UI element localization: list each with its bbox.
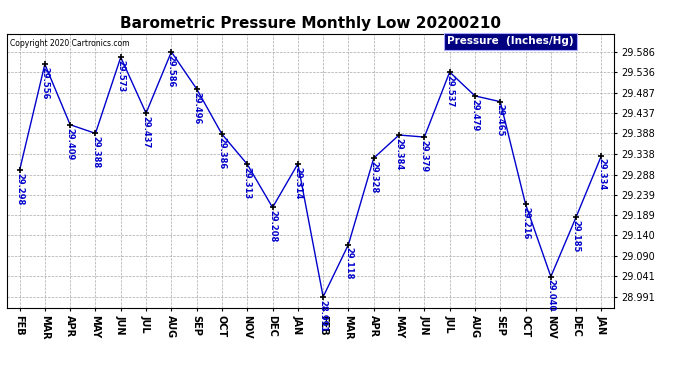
Text: 29.409: 29.409 <box>66 128 75 160</box>
Text: 29.437: 29.437 <box>141 116 150 148</box>
Text: 29.384: 29.384 <box>395 138 404 170</box>
Text: 29.388: 29.388 <box>91 136 100 168</box>
Text: Pressure  (Inches/Hg): Pressure (Inches/Hg) <box>447 36 574 46</box>
Text: 29.479: 29.479 <box>471 99 480 131</box>
Text: 28.991: 28.991 <box>319 300 328 332</box>
Text: 29.556: 29.556 <box>40 67 50 99</box>
Text: 29.386: 29.386 <box>217 137 226 169</box>
Text: 29.314: 29.314 <box>293 166 302 199</box>
Title: Barometric Pressure Monthly Low 20200210: Barometric Pressure Monthly Low 20200210 <box>120 16 501 31</box>
Text: 29.496: 29.496 <box>192 92 201 124</box>
Text: 29.537: 29.537 <box>445 75 454 107</box>
Text: 29.185: 29.185 <box>571 220 581 252</box>
Text: 29.118: 29.118 <box>344 247 353 280</box>
Text: 29.040: 29.040 <box>546 279 555 312</box>
Text: 29.208: 29.208 <box>268 210 277 243</box>
Text: 29.379: 29.379 <box>420 140 429 172</box>
Text: 29.586: 29.586 <box>167 55 176 87</box>
Text: Copyright 2020 Cartronics.com: Copyright 2020 Cartronics.com <box>10 39 130 48</box>
Text: 29.573: 29.573 <box>116 60 126 92</box>
Text: 29.313: 29.313 <box>243 167 252 199</box>
Text: 29.298: 29.298 <box>15 173 24 206</box>
Text: 29.328: 29.328 <box>369 161 378 193</box>
Text: 29.465: 29.465 <box>495 105 505 137</box>
Text: 29.216: 29.216 <box>521 207 530 240</box>
Text: 29.334: 29.334 <box>597 158 606 190</box>
